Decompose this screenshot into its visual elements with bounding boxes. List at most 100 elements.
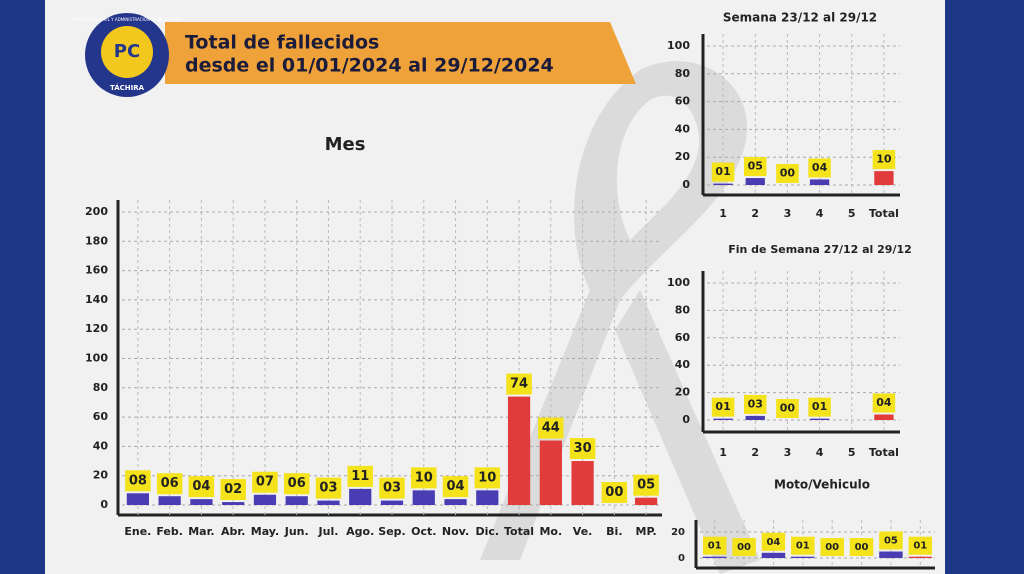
x-tick-label: Ago. [346,525,374,538]
y-tick-label: 160 [85,264,108,277]
value-label: 10 [876,153,892,166]
chart-title: Moto/Vehiculo [774,478,870,492]
bar [745,178,765,185]
value-label: 00 [737,542,751,553]
value-label-box [538,417,564,439]
x-tick-label: Nov. [442,525,469,538]
bar [809,418,830,420]
chart-title: Mes [325,134,366,155]
value-label-box [908,536,933,555]
bar [713,418,733,420]
bar [222,502,245,505]
value-label: 03 [748,397,763,410]
value-label-box [744,157,767,177]
value-label: 01 [715,165,730,178]
value-label-box [711,162,735,182]
y-tick-label: 120 [85,322,108,335]
x-tick-label: 1 [719,446,727,459]
bar [713,183,733,185]
y-tick-label: 60 [675,331,691,344]
value-label-box [776,399,799,418]
y-tick-label: 180 [85,234,108,247]
value-label-box [347,465,373,487]
value-label-box [872,393,896,413]
x-tick-label: 2 [751,207,759,220]
value-label: 04 [446,479,464,494]
value-label-box [702,536,727,555]
value-label: 01 [796,541,810,552]
value-label-box [732,538,756,556]
y-tick-label: 0 [678,553,685,564]
value-label: 10 [478,470,496,485]
x-tick-label: 4 [816,207,824,220]
y-tick-label: 40 [675,122,691,135]
y-tick-label: 60 [675,95,691,108]
y-tick-label: 0 [682,413,690,426]
value-label-box [506,373,532,395]
value-label: 05 [884,536,898,547]
x-tick-label: Jun. [284,525,309,538]
value-label-box [252,471,278,493]
title-line: Total de fallecidos [185,32,379,54]
value-label: 00 [605,485,623,500]
value-label-box [633,474,659,496]
x-tick-label: Oct. [411,525,436,538]
value-label-box [379,477,405,499]
value-label-box [872,150,896,170]
bar [874,414,894,420]
value-label-box [474,467,501,489]
y-tick-label: 40 [675,358,691,371]
y-tick-label: 80 [675,67,691,80]
bar [126,493,149,505]
value-label: 03 [383,481,401,496]
bar [809,179,830,185]
value-label: 30 [574,441,592,456]
x-tick-label: 3 [784,446,792,459]
value-label-box [776,164,799,183]
value-label: 00 [855,542,869,553]
chart-title: Fin de Semana 27/12 al 29/12 [728,243,912,256]
value-label: 00 [780,167,796,180]
x-tick-label: 3 [784,207,792,220]
value-label: 04 [192,479,210,494]
bar [702,556,727,558]
value-label-box [220,479,246,501]
value-label: 01 [812,400,827,413]
x-tick-label: MP. [636,525,657,538]
value-label: 01 [708,541,722,552]
value-label: 01 [913,541,927,552]
x-tick-label: Sep. [378,525,405,538]
value-label-box [156,473,183,495]
bar [412,490,435,505]
logo-text: PC [114,41,140,62]
x-tick-label: Ve. [573,525,593,538]
bar [476,490,499,505]
bar [380,500,404,505]
value-label: 01 [715,400,730,413]
bar [539,440,562,505]
value-label-box [315,477,342,499]
y-tick-label: 20 [93,469,109,482]
value-label: 07 [256,475,274,490]
value-label: 74 [510,377,528,392]
bar [285,496,308,505]
y-tick-label: 20 [675,150,691,163]
y-tick-label: 100 [85,352,108,365]
x-tick-label: Feb. [156,525,183,538]
bar [879,551,903,558]
x-tick-label: Total [504,525,534,538]
value-label-box [808,158,831,178]
value-label: 06 [161,476,179,491]
value-label: 02 [224,482,242,497]
y-tick-label: 100 [667,39,690,52]
value-label: 04 [766,537,780,548]
value-label-box [849,538,874,556]
bar [635,497,658,505]
value-label-box [711,397,735,417]
title-line: desde el 01/01/2024 al 29/12/2024 [185,55,554,77]
value-label-box [283,473,310,495]
y-tick-label: 100 [667,276,690,289]
value-label-box [125,470,151,492]
y-tick-label: 20 [671,527,685,538]
